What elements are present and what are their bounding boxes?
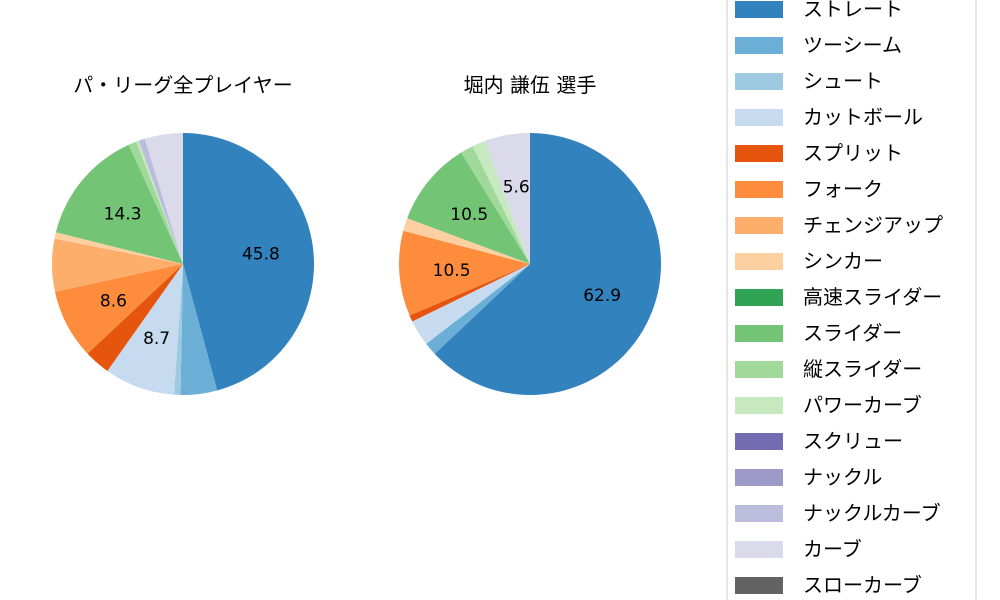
legend-swatch: [735, 541, 783, 558]
slice-data-label: 10.5: [450, 205, 488, 225]
pie-slice-8: [403, 218, 530, 264]
legend-swatch: [735, 109, 783, 126]
pie-slice-5: [87, 264, 183, 371]
pie-slice-1: [434, 133, 661, 395]
slice-data-label: 45.8: [242, 245, 280, 265]
legend-swatch: [735, 1, 783, 18]
legend-label: スプリット: [803, 141, 903, 165]
legend-label: スローカーブ: [803, 573, 922, 597]
legend-label: シンカー: [803, 249, 883, 273]
pie-slice-5: [409, 264, 530, 322]
pie-slice-4: [107, 264, 183, 395]
pie-slice-4: [412, 264, 530, 344]
legend-label: ストレート: [803, 0, 903, 21]
legend-label: カットボール: [803, 105, 923, 129]
slice-data-label: 8.6: [100, 292, 127, 312]
legend-label: チェンジアップ: [803, 213, 943, 237]
legend-frame: [726, 0, 977, 600]
legend-label: 高速スライダー: [803, 285, 942, 309]
pie-slice-12: [472, 141, 530, 264]
pie-slice-6: [54, 264, 183, 354]
pie-slice-2: [426, 264, 530, 354]
legend-label: 縦スライダー: [803, 357, 922, 381]
legend-label: スライダー: [803, 321, 902, 345]
pie-slice-15: [138, 138, 183, 264]
pie-slice-10: [407, 152, 530, 264]
pie-slice-1: [183, 133, 314, 391]
legend-label: ナックルカーブ: [803, 501, 941, 525]
pie-slice-8: [54, 232, 183, 264]
pie-slice-10: [55, 144, 183, 264]
legend-swatch: [735, 433, 783, 450]
pie-league: 45.8 8.7 8.6 14.3: [52, 133, 314, 395]
pie-slice-12: [136, 140, 183, 264]
legend-swatch: [735, 505, 783, 522]
legend: ストレートツーシームシュートカットボールスプリットフォークチェンジアップシンカー…: [726, 0, 977, 600]
pie-slice-3: [173, 264, 183, 395]
legend-label: パワーカーブ: [803, 393, 922, 417]
legend-swatch: [735, 289, 783, 306]
pie-slice-6: [399, 230, 530, 316]
legend-label: フォーク: [803, 177, 883, 201]
legend-swatch: [735, 181, 783, 198]
pie-slice-2: [180, 264, 218, 395]
pie-player: 62.9 10.5 10.5 5.6: [399, 133, 661, 395]
legend-swatch: [735, 253, 783, 270]
slice-data-label: 14.3: [104, 205, 142, 225]
legend-swatch: [735, 361, 783, 378]
chart-title-league: パ・リーグ全プレイヤー: [73, 73, 292, 97]
pie-slice-16: [144, 133, 183, 264]
legend-label: カーブ: [803, 537, 862, 561]
legend-label: シュート: [803, 69, 883, 93]
legend-swatch: [735, 325, 783, 342]
slice-data-label: 62.9: [583, 286, 621, 306]
legend-label: スクリュー: [803, 429, 903, 453]
slice-data-label: 5.6: [503, 178, 530, 198]
legend-swatch: [735, 217, 783, 234]
legend-swatch: [735, 37, 783, 54]
legend-swatch: [735, 577, 783, 594]
legend-label: ツーシーム: [803, 33, 902, 57]
slice-data-label: 10.5: [433, 261, 471, 281]
pie-slice-7: [52, 238, 184, 292]
pie-slice-16: [484, 133, 530, 264]
chart-title-player: 堀内 謙伍 選手: [464, 73, 597, 97]
pie-slice-11: [461, 146, 530, 264]
pie-slice-11: [128, 141, 183, 264]
legend-swatch: [735, 397, 783, 414]
legend-swatch: [735, 145, 783, 162]
slice-data-label: 8.7: [143, 329, 170, 349]
legend-swatch: [735, 73, 783, 90]
legend-swatch: [735, 469, 783, 486]
legend-label: ナックル: [803, 465, 882, 489]
